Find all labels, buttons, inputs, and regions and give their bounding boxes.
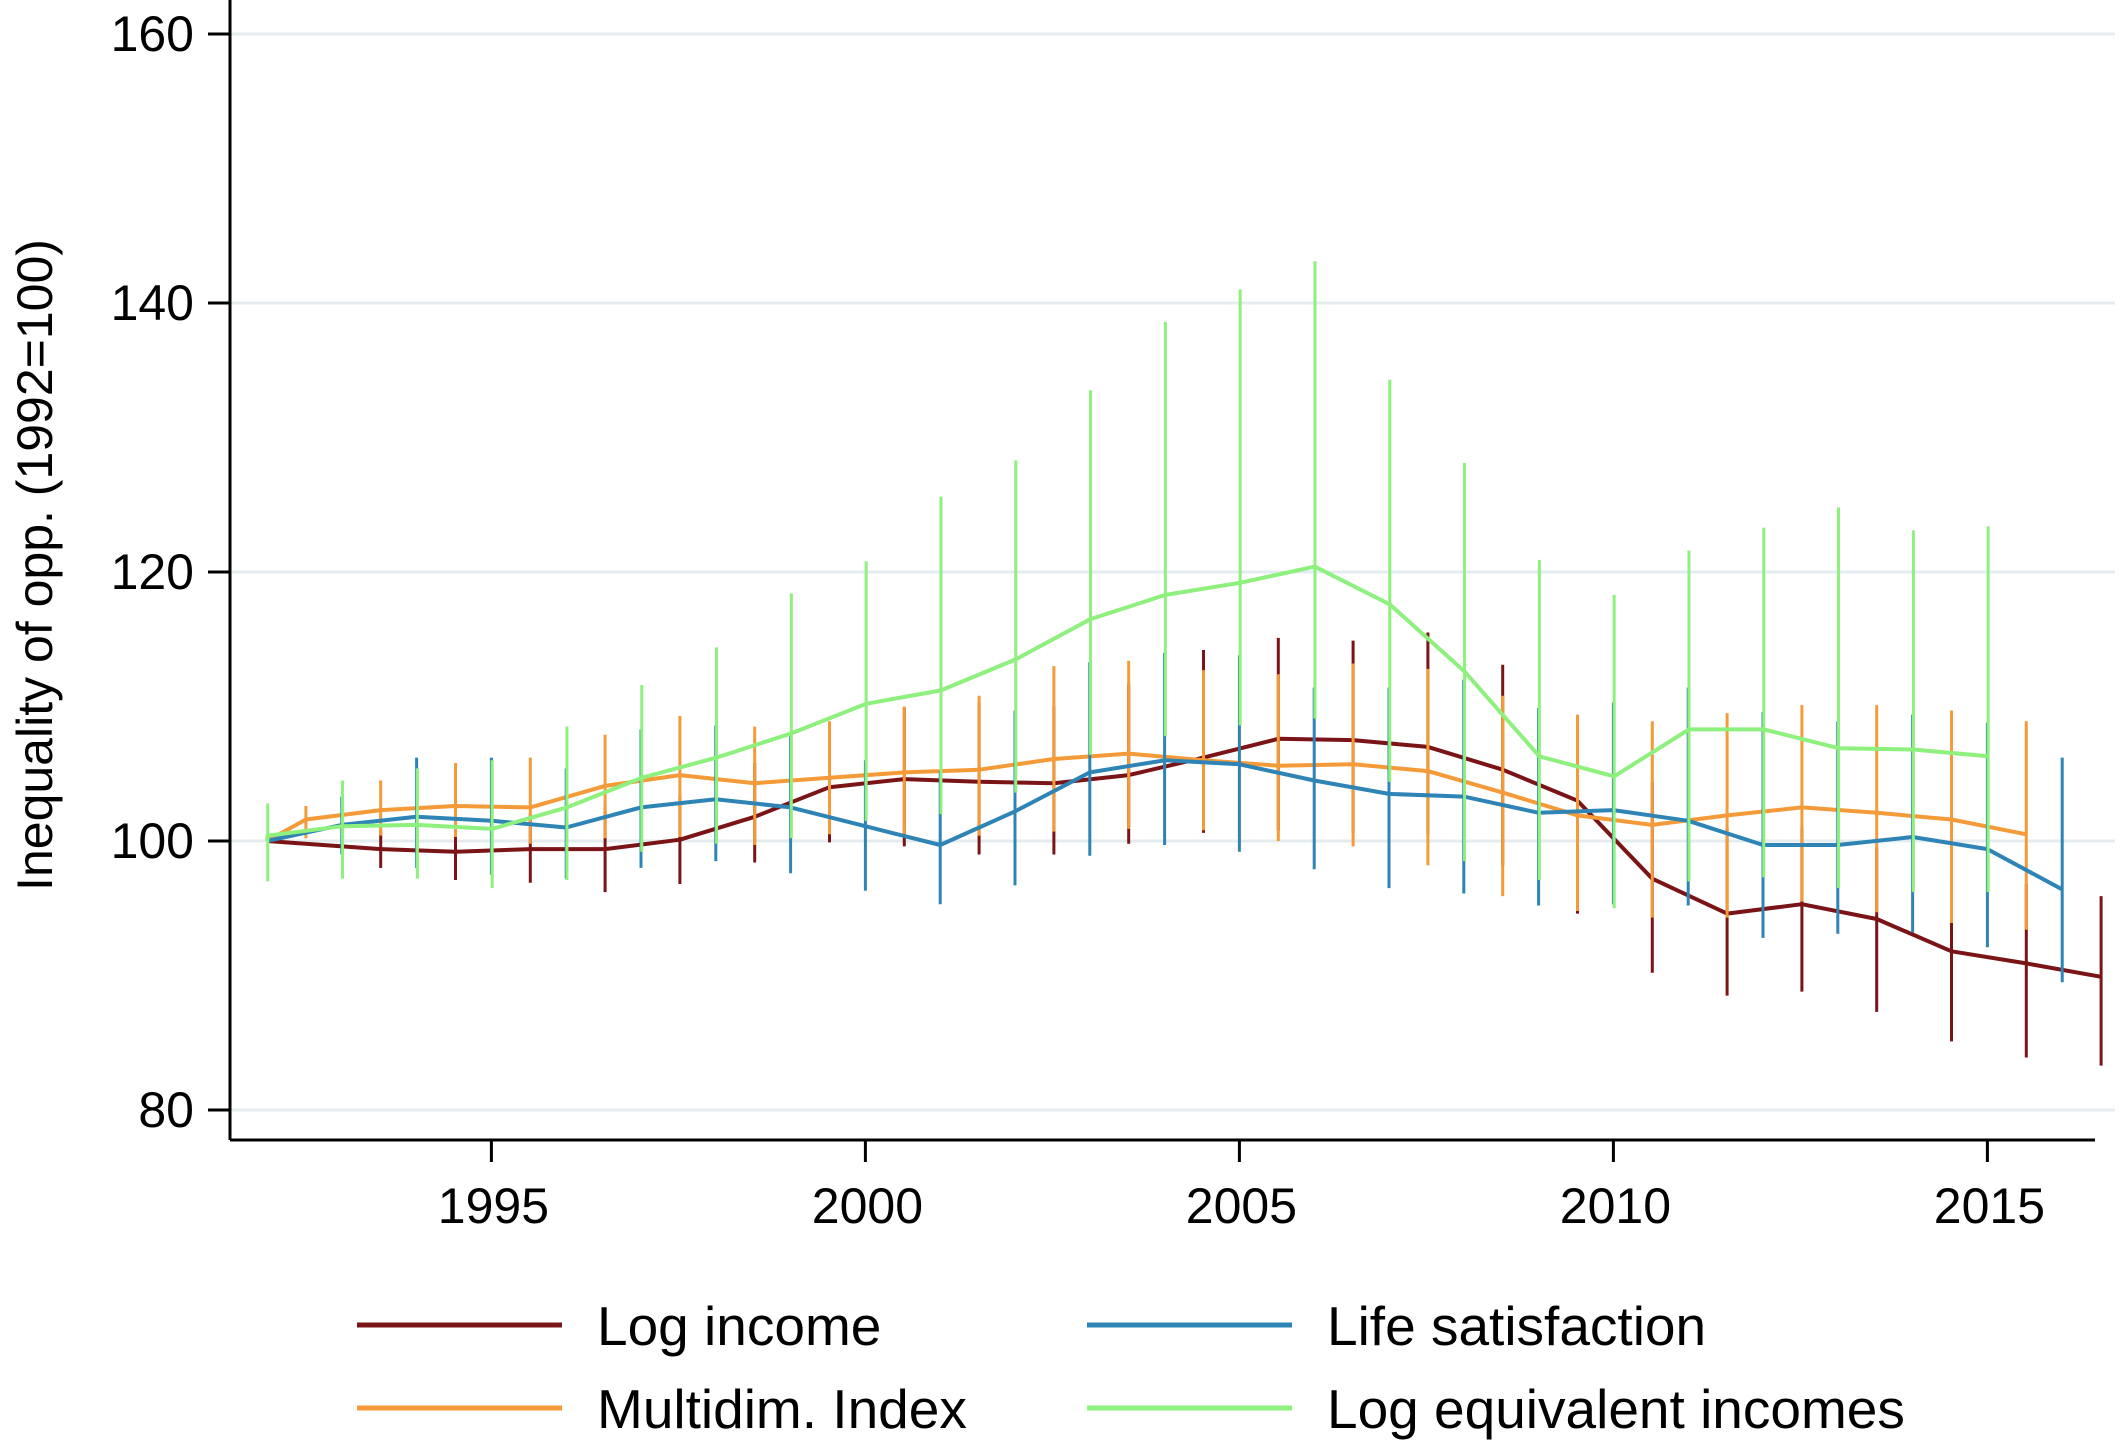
y-axis-ticks: 80 100 120 140 160: [111, 6, 230, 1138]
series-log-equivalent-incomes: [265, 261, 1990, 909]
y-tick-label: 140: [111, 275, 194, 331]
legend: Log income Multidim. Index Life satisfacti…: [357, 1295, 1905, 1440]
y-tick-label: 120: [111, 544, 194, 600]
gridlines: [230, 32, 2115, 1112]
series-line-multidim-index: [266, 751, 2027, 843]
x-axis-ticks: 1995 2000 2005 2010 2015: [438, 1140, 2045, 1234]
error-bars-log-equivalent-incomes: [266, 261, 1990, 909]
plot-area: [265, 261, 2103, 1066]
x-tick-label: 2015: [1934, 1178, 2045, 1234]
y-tick-label: 80: [138, 1082, 194, 1138]
x-tick-label: 2010: [1560, 1178, 1671, 1234]
y-tick-label: 100: [111, 813, 194, 869]
x-tick-label: 2005: [1186, 1178, 1297, 1234]
legend-label: Multidim. Index: [597, 1378, 967, 1440]
legend-label: Log income: [597, 1295, 881, 1357]
legend-label: Life satisfaction: [1327, 1295, 1706, 1357]
legend-label: Log equivalent incomes: [1327, 1378, 1905, 1440]
series-line-log-income: [266, 736, 2102, 979]
series-line-log-equivalent-incomes: [265, 564, 1989, 842]
axes: [228, 0, 2095, 1142]
y-tick-label: 160: [111, 6, 194, 62]
legend-item-log-equivalent-incomes: Log equivalent incomes: [1087, 1378, 1905, 1440]
legend-item-multidim-index: Multidim. Index: [357, 1378, 967, 1440]
x-tick-label: 2000: [812, 1178, 923, 1234]
legend-item-life-satisfaction: Life satisfaction: [1087, 1295, 1706, 1357]
legend-item-log-income: Log income: [357, 1295, 881, 1357]
series-log-income: [266, 632, 2103, 1066]
x-tick-label: 1995: [438, 1178, 549, 1234]
y-axis-title: Inequality of opp. (1992=100): [7, 239, 63, 891]
